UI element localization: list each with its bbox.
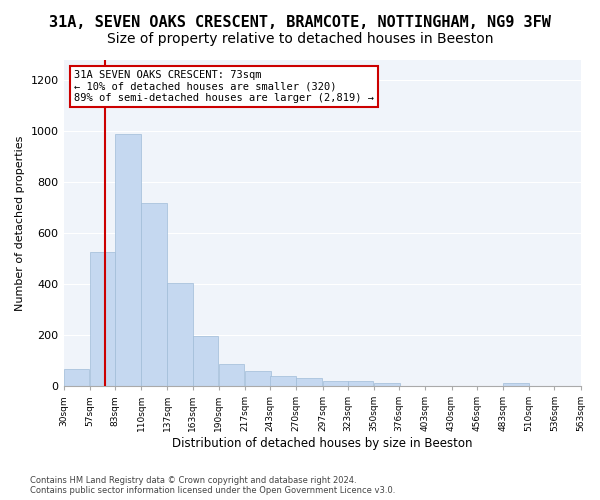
Bar	[193, 336, 218, 386]
Text: Size of property relative to detached houses in Beeston: Size of property relative to detached ho…	[107, 32, 493, 46]
Text: Contains HM Land Registry data © Crown copyright and database right 2024.
Contai: Contains HM Land Registry data © Crown c…	[30, 476, 395, 495]
Bar	[348, 382, 373, 386]
Bar	[90, 252, 115, 386]
Bar	[296, 378, 322, 386]
Bar	[323, 382, 348, 386]
Bar	[503, 384, 529, 386]
Text: 31A SEVEN OAKS CRESCENT: 73sqm
← 10% of detached houses are smaller (320)
89% of: 31A SEVEN OAKS CRESCENT: 73sqm ← 10% of …	[74, 70, 374, 103]
Bar	[64, 370, 89, 386]
X-axis label: Distribution of detached houses by size in Beeston: Distribution of detached houses by size …	[172, 437, 472, 450]
Bar	[219, 364, 244, 386]
Bar	[245, 371, 271, 386]
Y-axis label: Number of detached properties: Number of detached properties	[15, 136, 25, 310]
Bar	[270, 376, 296, 386]
Bar	[115, 134, 140, 386]
Text: 31A, SEVEN OAKS CRESCENT, BRAMCOTE, NOTTINGHAM, NG9 3FW: 31A, SEVEN OAKS CRESCENT, BRAMCOTE, NOTT…	[49, 15, 551, 30]
Bar	[167, 283, 193, 386]
Bar	[141, 202, 167, 386]
Bar	[374, 384, 400, 386]
